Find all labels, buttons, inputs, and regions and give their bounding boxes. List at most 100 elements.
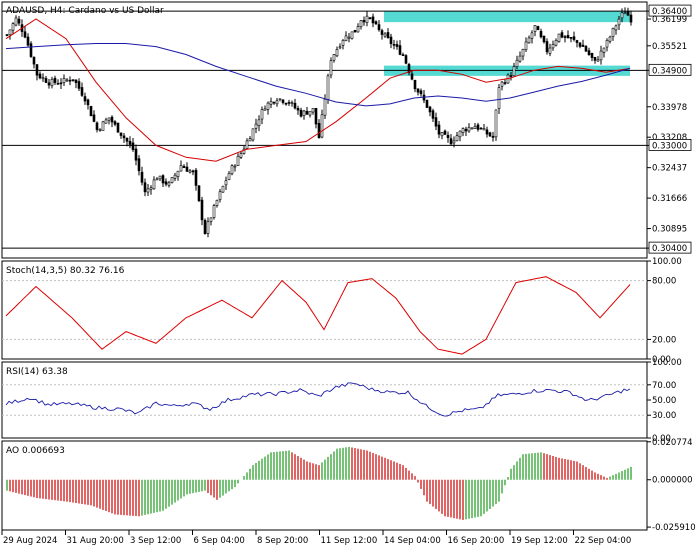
price-bar-body bbox=[536, 26, 540, 31]
price-bar-body bbox=[137, 158, 141, 172]
price-bar-body bbox=[395, 44, 399, 47]
price-bar-body bbox=[59, 82, 63, 85]
price-bar-body bbox=[14, 17, 18, 26]
ao-panel[interactable]: 0.020774 0.000000 -0.025910 AO 0.006693 bbox=[1, 438, 696, 533]
price-bar-body bbox=[113, 121, 117, 125]
price-bar-body bbox=[179, 165, 183, 172]
stochastic-tick-label: 0.00 bbox=[652, 355, 671, 365]
price-bar-body bbox=[329, 60, 333, 76]
rsi-tick-label: 100.00 bbox=[652, 358, 682, 368]
price-bar-body bbox=[155, 178, 159, 181]
price-bar-body bbox=[524, 41, 528, 50]
price-bar-body bbox=[332, 54, 336, 61]
price-bar-body bbox=[149, 187, 153, 190]
price-bar-body bbox=[308, 111, 312, 116]
price-panel-frame bbox=[1, 1, 648, 259]
time-tick-label: 19 Sep 12:00 bbox=[511, 536, 568, 546]
price-bar-body bbox=[104, 119, 108, 124]
price-bar-body bbox=[233, 165, 237, 168]
price-bar-body bbox=[197, 185, 201, 202]
rsi-panel[interactable]: 100.00 70.00 50.00 30.00 0.00 RSI(14) 63.38 bbox=[1, 358, 682, 444]
price-bar-body bbox=[362, 20, 366, 23]
price-bar-body bbox=[116, 122, 120, 133]
price-bar-body bbox=[350, 31, 354, 39]
stochastic-levels bbox=[2, 280, 647, 340]
price-bar-body bbox=[26, 36, 30, 46]
price-bar-body bbox=[275, 100, 279, 105]
price-bar-body bbox=[83, 96, 87, 102]
price-bar-body bbox=[587, 50, 591, 55]
price-bar-body bbox=[371, 16, 375, 24]
price-bar-body bbox=[101, 121, 105, 131]
price-bar-body bbox=[392, 44, 396, 46]
price-tick-label: 0.32437 bbox=[652, 164, 687, 174]
time-tick-label: 22 Sep 04:00 bbox=[575, 536, 632, 546]
price-bar-body bbox=[434, 117, 438, 127]
price-bar-body bbox=[134, 148, 138, 161]
ao-title: AO 0.006693 bbox=[6, 446, 65, 456]
price-bar-body bbox=[353, 29, 357, 33]
price-level-tag bbox=[648, 139, 692, 151]
price-bar-body bbox=[467, 126, 471, 132]
price-bar-body bbox=[158, 175, 162, 180]
price-bar-body bbox=[224, 180, 228, 186]
price-bar-body bbox=[206, 221, 210, 234]
price-bar-body bbox=[431, 110, 435, 119]
price-bar-body bbox=[509, 75, 513, 77]
price-bar-body bbox=[38, 73, 42, 79]
price-bar-body bbox=[542, 35, 546, 43]
price-bar-body bbox=[305, 110, 309, 115]
price-bar-body bbox=[299, 109, 303, 117]
horizontal-levels bbox=[2, 10, 647, 249]
price-bar-body bbox=[401, 54, 405, 56]
price-bar-body bbox=[29, 43, 33, 57]
price-bar-body bbox=[611, 28, 615, 37]
price-bar-body bbox=[347, 36, 351, 39]
price-bar-body bbox=[482, 128, 486, 131]
price-bar-body bbox=[479, 127, 483, 130]
price-bar-body bbox=[383, 33, 387, 37]
price-bar-body bbox=[98, 129, 102, 131]
price-tick-label: 0.30895 bbox=[652, 225, 687, 235]
price-bar-body bbox=[128, 140, 132, 145]
time-tick-label: 14 Sep 04:00 bbox=[384, 536, 441, 546]
stochastic-tick-label: 80.00 bbox=[652, 277, 676, 287]
price-bar-body bbox=[344, 35, 348, 42]
price-bar-body bbox=[368, 17, 372, 19]
price-bar-body bbox=[515, 59, 519, 67]
price-bar-body bbox=[413, 80, 417, 90]
price-bar-body bbox=[428, 106, 432, 113]
price-bar-body bbox=[497, 87, 501, 109]
price-tick-label: 0.35521 bbox=[652, 42, 687, 52]
time-tick-label: 16 Sep 20:00 bbox=[448, 536, 505, 546]
price-bar-body bbox=[245, 140, 249, 149]
price-bar-body bbox=[293, 102, 297, 109]
stochastic-panel[interactable]: 100.00 80.00 20.00 0.00 Stoch(14,3,5) 80.32… bbox=[1, 257, 682, 365]
price-bar-body bbox=[92, 114, 96, 122]
price-bar-body bbox=[296, 108, 300, 111]
price-bar-body bbox=[263, 108, 267, 111]
stochastic-main-line bbox=[5, 276, 631, 355]
price-bar-body bbox=[461, 128, 465, 133]
price-bar-body bbox=[452, 140, 456, 144]
price-bar-body bbox=[290, 102, 294, 104]
price-bar-body bbox=[260, 109, 264, 120]
price-bar-body bbox=[191, 170, 195, 173]
price-bar-body bbox=[194, 169, 198, 186]
price-bar-body bbox=[323, 98, 327, 116]
price-bar-body bbox=[326, 75, 330, 100]
price-bar-body bbox=[602, 47, 606, 53]
price-bar-body bbox=[302, 110, 306, 116]
price-bar-body bbox=[227, 173, 231, 180]
price-bar-body bbox=[443, 130, 447, 135]
rsi-tick-label: 50.00 bbox=[652, 396, 676, 406]
price-bar-body bbox=[188, 170, 192, 173]
rsi-main-line bbox=[5, 382, 631, 417]
price-bar-body bbox=[68, 79, 72, 82]
price-bar-body bbox=[248, 138, 252, 142]
price-bar-body bbox=[146, 188, 150, 193]
price-bar-body bbox=[605, 40, 609, 48]
price-bar-body bbox=[281, 99, 285, 103]
